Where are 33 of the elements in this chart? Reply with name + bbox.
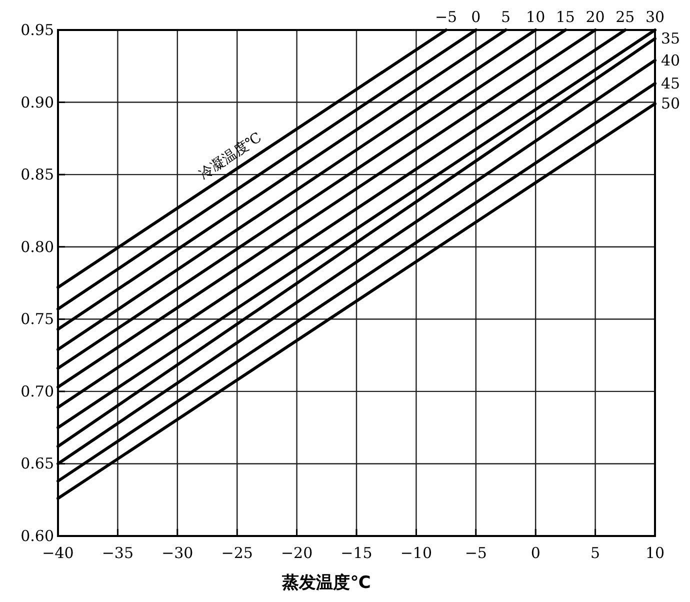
y-tick-label: 0.60 xyxy=(20,527,54,545)
x-tick-label: −25 xyxy=(221,544,253,562)
y-tick-label: 0.95 xyxy=(20,21,54,39)
x-tick-label: −35 xyxy=(102,544,134,562)
annotation: 冷凝温度℃ xyxy=(196,130,265,183)
series-label: 5 xyxy=(500,8,511,26)
x-tick-label: −5 xyxy=(464,544,487,562)
series-label: 30 xyxy=(645,8,665,26)
series-label: 35 xyxy=(661,30,680,48)
y-tick-label: 0.75 xyxy=(20,310,54,328)
series-label: 25 xyxy=(616,8,635,26)
x-tick-label: 0 xyxy=(530,544,540,562)
series-label: 15 xyxy=(556,8,575,26)
series-label: −5 xyxy=(434,8,458,26)
x-tick-label: −40 xyxy=(42,544,74,562)
series-label: 45 xyxy=(661,74,680,92)
series-label: 0 xyxy=(471,8,481,26)
x-tick-label: −30 xyxy=(162,544,194,562)
series-label: 40 xyxy=(661,51,680,70)
x-tick-label: −15 xyxy=(340,544,372,562)
y-tick-label: 0.70 xyxy=(20,382,54,400)
y-tick-label: 0.90 xyxy=(20,93,54,112)
y-tick-label: 0.80 xyxy=(20,238,54,256)
series-label: 20 xyxy=(586,8,605,26)
y-tick-label: 0.85 xyxy=(20,166,54,184)
series-label: 50 xyxy=(661,94,680,113)
x-tick-label: −10 xyxy=(400,544,432,562)
series-label: 10 xyxy=(526,8,546,26)
x-tick-label: 5 xyxy=(590,544,600,562)
x-tick-label: 10 xyxy=(645,544,665,562)
x-tick-label: −20 xyxy=(280,544,313,562)
x-axis-title: 蒸发温度℃ xyxy=(281,573,371,593)
y-tick-label: 0.65 xyxy=(20,454,54,473)
